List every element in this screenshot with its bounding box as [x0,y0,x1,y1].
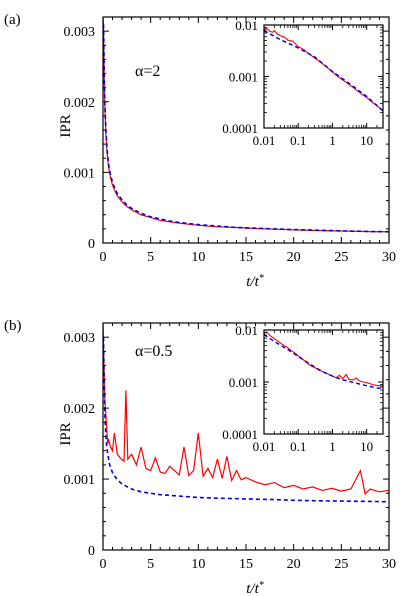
x-tick-label: 20 [287,250,301,265]
x-tick-label: 25 [334,557,348,572]
alpha-annotation: α=0.5 [135,343,172,360]
inset-fit-line [264,29,383,112]
inset-y-tick-label: 0.0001 [222,121,258,136]
inset-y-tick-label: 0.01 [235,18,258,33]
panel-tag: (b) [4,318,22,334]
x-axis-title: t/t* [246,273,264,290]
inset-plot: 0.01 0.1 1 10 0.0001 0.001 0.01 [222,18,384,148]
x-tick-label: 0 [100,557,107,572]
alpha-annotation: α=2 [135,63,160,80]
x-tick-label: 10 [191,250,205,265]
inset-x-tick-label: 0.01 [253,133,276,148]
inset-series-group [264,27,383,112]
fit-line [103,337,389,503]
inset-x-tick-label: 0.01 [253,439,276,454]
x-tick-label: 30 [382,557,396,572]
y-tick-label: 0.003 [64,25,96,40]
inset-y-tick-label: 0.001 [229,375,258,390]
x-axis-title: t/t* [246,580,264,596]
y-tick-label: 0.002 [64,402,96,417]
inset-x-tick-label: 10 [360,133,373,148]
fit-line [103,24,389,233]
y-tick-label: 0.002 [64,96,96,111]
series-group [103,17,389,233]
inset-y-tick-label: 0.0001 [222,427,258,442]
x-tick-label: 20 [287,557,301,572]
inset-plot: 0.01 0.1 1 10 0.0001 0.001 0.01 [222,323,384,454]
x-tick-label: 5 [147,557,154,572]
inset-series-group [264,331,383,390]
inset-background [264,25,383,128]
x-tick-label: 0 [100,250,107,265]
y-tick-label: 0 [88,237,95,252]
panel-tag: (a) [4,12,21,28]
y-axis-title: IPR [58,114,74,137]
inset-x-tick-label: 10 [360,439,373,454]
x-tick-label: 5 [147,250,154,265]
inset-y-tick-label: 0.001 [229,70,258,85]
data-line [103,323,389,496]
y-tick-label: 0.001 [64,166,96,181]
inset-data-line [264,27,383,112]
inset-x-tick-label: 1 [329,133,336,148]
inset-x-tick-label: 0.1 [290,439,306,454]
panel-b: (b) α=0.5 IPR t/t* 0 5 10 15 20 25 3000.0010.0… [4,318,396,596]
series-group [103,323,389,503]
y-tick-label: 0.003 [64,331,96,346]
panel-a: (a) α=2 IPR t/t* 0 5 10 15 20 25 30 0 0.001 0.002… [4,12,396,290]
inset-x-tick-label: 1 [329,439,336,454]
x-tick-label: 30 [382,250,396,265]
inset-x-tick-label: 0.1 [290,133,306,148]
x-tick-label: 15 [239,557,253,572]
x-tick-label: 10 [191,557,205,572]
x-tick-label: 25 [334,250,348,265]
x-tick-label: 15 [239,250,253,265]
y-tick-label: 0 [88,544,95,559]
inset-y-tick-label: 0.01 [235,323,258,338]
y-tick-label: 0.001 [64,473,96,488]
y-axis-title: IPR [58,422,74,445]
